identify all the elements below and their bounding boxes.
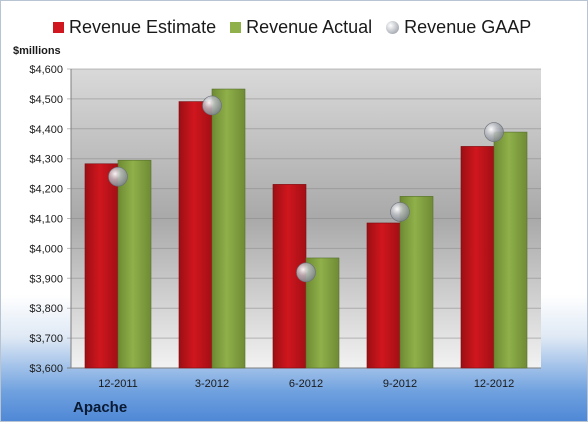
y-tick-label: $3,600 bbox=[29, 363, 63, 375]
legend-swatch-actual bbox=[230, 22, 242, 33]
bar-revenue-estimate bbox=[460, 146, 495, 369]
bar-revenue-estimate bbox=[84, 163, 119, 369]
legend-label-actual: Revenue Actual bbox=[246, 17, 373, 37]
bar-revenue-actual bbox=[117, 159, 152, 369]
y-tick-label: $3,700 bbox=[29, 333, 63, 345]
marker-revenue-gaap bbox=[202, 95, 222, 116]
legend-item-estimate: Revenue Estimate bbox=[53, 17, 216, 38]
x-tick-label: 9-2012 bbox=[383, 378, 417, 390]
y-axis-unit-label: $millions bbox=[13, 45, 61, 57]
y-tick-label: $3,900 bbox=[29, 273, 63, 285]
x-tick-label: 6-2012 bbox=[289, 378, 323, 390]
marker-revenue-gaap bbox=[296, 262, 316, 283]
legend-label-estimate: Revenue Estimate bbox=[69, 17, 217, 37]
bar-revenue-estimate bbox=[366, 222, 401, 369]
company-name: Apache bbox=[73, 399, 128, 416]
bar-revenue-actual bbox=[399, 196, 434, 369]
x-tick-label: 3-2012 bbox=[195, 378, 229, 390]
marker-revenue-gaap bbox=[108, 166, 128, 187]
y-tick-label: $4,600 bbox=[29, 64, 63, 76]
bar-revenue-actual bbox=[211, 88, 246, 369]
y-tick-label: $4,300 bbox=[29, 154, 63, 166]
y-tick-label: $4,100 bbox=[29, 214, 63, 226]
bar-revenue-estimate bbox=[178, 101, 213, 369]
bar-revenue-actual bbox=[493, 131, 528, 369]
chart-legend: Revenue Estimate Revenue Actual Revenue … bbox=[53, 17, 545, 38]
x-tick-label: 12-2012 bbox=[474, 378, 514, 390]
x-tick-label: 12-2011 bbox=[98, 378, 138, 390]
legend-swatch-gaap bbox=[386, 21, 400, 34]
marker-revenue-gaap bbox=[484, 122, 504, 142]
y-tick-label: $4,200 bbox=[29, 184, 63, 196]
y-tick-label: $4,400 bbox=[29, 124, 63, 136]
legend-swatch-estimate bbox=[53, 22, 64, 33]
legend-item-gaap: Revenue GAAP bbox=[386, 17, 531, 38]
legend-label-gaap: Revenue GAAP bbox=[404, 17, 532, 37]
y-tick-label: $3,800 bbox=[29, 303, 63, 315]
y-tick-label: $4,000 bbox=[29, 243, 63, 255]
legend-item-actual: Revenue Actual bbox=[230, 17, 372, 38]
marker-revenue-gaap bbox=[390, 202, 410, 222]
y-tick-label: $4,500 bbox=[29, 94, 63, 106]
